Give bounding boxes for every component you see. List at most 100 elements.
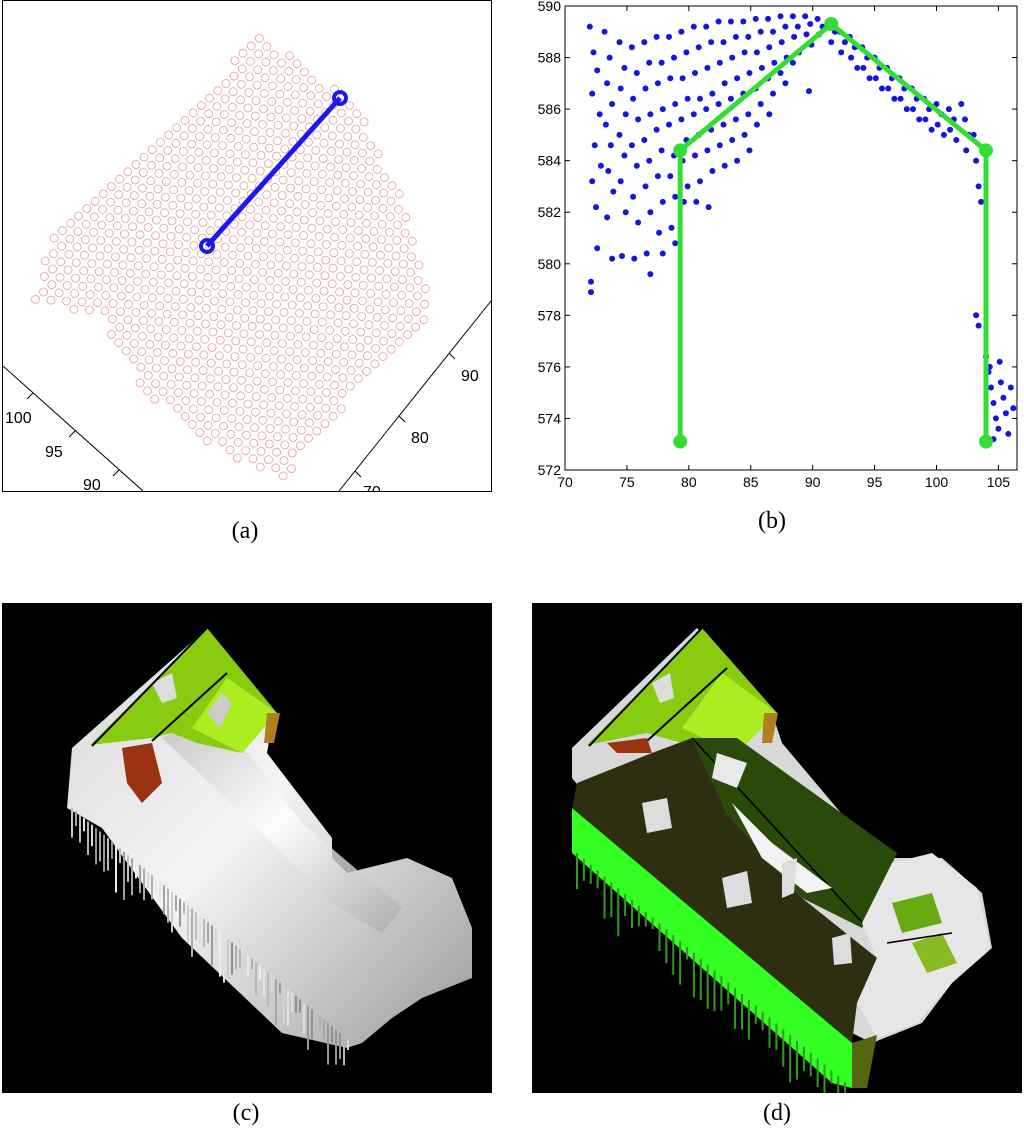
cloud-point (353, 226, 363, 236)
render-c-svg (67, 627, 472, 1066)
cloud-point (119, 245, 129, 254)
cloud-point (238, 48, 248, 58)
y-tick-label: 580 (538, 256, 562, 272)
cloud-point (337, 388, 347, 398)
cloud-point (290, 90, 300, 100)
x-tick-label: 95 (867, 474, 883, 490)
cloud-point (394, 337, 404, 347)
cloud-point (268, 66, 278, 75)
cloud-point (97, 220, 106, 230)
scatter-point (697, 178, 703, 185)
scatter-point (641, 39, 648, 46)
cloud-point (371, 195, 380, 205)
cloud-point (251, 392, 261, 402)
cloud-point (209, 164, 219, 173)
cloud-point (248, 158, 258, 168)
scatter-point (746, 147, 753, 154)
scatter-point (616, 39, 623, 46)
cloud-point (348, 334, 358, 344)
cloud-point (277, 206, 286, 216)
cloud-point (150, 246, 160, 256)
cloud-point (73, 227, 83, 236)
cloud-point (104, 228, 114, 238)
cloud-point (156, 137, 165, 147)
cloud-point (328, 115, 338, 125)
cloud-point (123, 167, 133, 177)
cloud-point (151, 215, 161, 225)
cloud-point (223, 180, 233, 190)
scatter-point (633, 70, 640, 76)
cloud-point (326, 162, 336, 172)
cloud-point (94, 267, 104, 277)
cloud-point (264, 455, 273, 465)
cloud-point (400, 228, 410, 238)
scatter-point (616, 131, 623, 138)
cloud-point (291, 222, 301, 232)
cloud-point (331, 365, 340, 375)
cloud-point (334, 155, 344, 164)
cloud-point (413, 276, 423, 285)
cloud-point (225, 297, 235, 307)
cloud-point (269, 346, 279, 356)
scatter-point (962, 116, 968, 123)
cloud-point (308, 208, 318, 218)
cloud-point (115, 322, 124, 332)
cloud-point (246, 41, 256, 51)
scatter-point (683, 49, 690, 56)
cloud-point (85, 290, 95, 299)
cloud-point (205, 374, 215, 384)
cloud-point (383, 258, 393, 268)
cloud-point (152, 200, 162, 209)
cloud-point (317, 333, 327, 343)
cloud-point (306, 387, 316, 397)
cloud-point (129, 354, 139, 364)
cloud-point (362, 218, 371, 228)
scatter-point (631, 255, 638, 262)
cloud-point (242, 267, 252, 276)
cloud-point (70, 289, 80, 299)
scatter-point (678, 116, 685, 123)
scatter-point (721, 80, 728, 87)
scatter-point (715, 18, 722, 25)
cloud-point (305, 254, 315, 264)
cloud-point (279, 307, 289, 317)
cloud-point (120, 213, 130, 223)
cloud-point (165, 395, 175, 405)
cloud-point (389, 282, 399, 292)
scatter-point (963, 147, 970, 154)
ridge-highlight (162, 713, 402, 933)
cloud-point (294, 176, 304, 186)
cloud-point (115, 174, 124, 184)
cloud-point (194, 295, 204, 305)
cloud-point (353, 241, 363, 251)
cloud-point (179, 131, 189, 141)
cloud-point (299, 83, 309, 92)
cloud-point (245, 368, 255, 378)
cloud-point (404, 298, 414, 308)
cloud-point (259, 384, 269, 394)
cloud-point (74, 211, 84, 221)
cloud-point (312, 426, 322, 436)
cloud-point (173, 403, 183, 413)
cloud-point (176, 193, 186, 203)
scatter-point (997, 379, 1004, 386)
scatter-point (872, 75, 879, 82)
cloud-point (214, 203, 224, 213)
scatter-point (606, 54, 613, 61)
cloud-point (261, 57, 271, 67)
cloud-point (137, 199, 147, 209)
cloud-point (202, 288, 212, 298)
cloud-point (407, 236, 417, 246)
scatter-point (770, 28, 776, 35)
cloud-point (131, 160, 141, 169)
cloud-point (314, 231, 324, 241)
scatter-point (690, 23, 697, 30)
axis-left (3, 365, 144, 491)
cloud-point (239, 329, 249, 339)
scatter-point (654, 80, 661, 87)
cloud-point (148, 277, 158, 287)
scatter-point (593, 204, 599, 211)
scatter-point (975, 183, 982, 190)
cloud-point (298, 394, 308, 404)
cloud-point (267, 97, 277, 106)
